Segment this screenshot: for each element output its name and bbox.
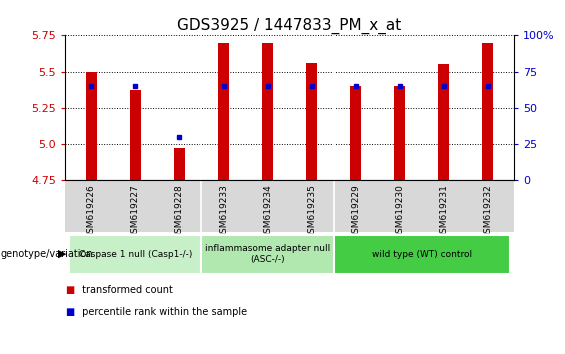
Text: GSM619226: GSM619226 [87, 184, 96, 239]
Bar [174, 148, 185, 180]
Text: ■: ■ [65, 307, 74, 316]
FancyBboxPatch shape [202, 235, 333, 274]
Text: wild type (WT) control: wild type (WT) control [372, 250, 472, 259]
FancyBboxPatch shape [333, 235, 510, 274]
Bar [482, 42, 493, 180]
Text: GSM619227: GSM619227 [131, 184, 140, 239]
Bar [130, 91, 141, 180]
Bar [306, 63, 317, 180]
Text: GSM619233: GSM619233 [219, 184, 228, 239]
Bar [262, 42, 273, 180]
Bar [350, 86, 361, 180]
Text: ■: ■ [65, 285, 74, 295]
Bar [218, 42, 229, 180]
Text: ▶: ▶ [58, 249, 67, 259]
Text: GSM619235: GSM619235 [307, 184, 316, 239]
Text: inflammasome adapter null
(ASC-/-): inflammasome adapter null (ASC-/-) [205, 244, 330, 264]
Bar [438, 64, 449, 180]
Text: GSM619232: GSM619232 [483, 184, 492, 239]
Text: GSM619234: GSM619234 [263, 184, 272, 239]
Text: GSM619231: GSM619231 [439, 184, 448, 239]
FancyBboxPatch shape [69, 235, 202, 274]
Bar [86, 72, 97, 180]
Text: genotype/variation: genotype/variation [1, 249, 93, 259]
Text: Caspase 1 null (Casp1-/-): Caspase 1 null (Casp1-/-) [79, 250, 192, 259]
Text: GSM619230: GSM619230 [395, 184, 404, 239]
Bar [394, 86, 405, 180]
Text: GSM619228: GSM619228 [175, 184, 184, 239]
Title: GDS3925 / 1447833_PM_x_at: GDS3925 / 1447833_PM_x_at [177, 18, 402, 34]
Text: GSM619229: GSM619229 [351, 184, 360, 239]
Text: percentile rank within the sample: percentile rank within the sample [79, 307, 247, 316]
Text: transformed count: transformed count [79, 285, 173, 295]
